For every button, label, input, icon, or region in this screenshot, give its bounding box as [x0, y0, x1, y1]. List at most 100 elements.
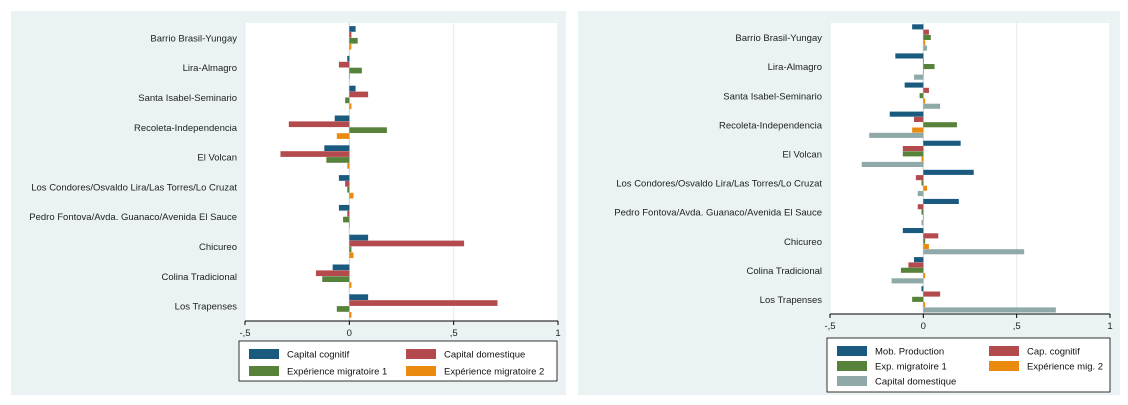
- bar-0-0-3: [334, 115, 350, 122]
- legend-swatch: [249, 366, 279, 376]
- bar-0-0-5: [338, 175, 350, 181]
- bar-1-3-0: [923, 40, 926, 46]
- category-label: Lira-Almagro: [183, 63, 237, 74]
- bar-1-0-7: [902, 228, 924, 234]
- category-label: Santa Isabel-Seminario: [138, 93, 237, 104]
- legend-swatch: [406, 349, 436, 359]
- bar-0-0-6: [338, 204, 350, 211]
- legend-swatch: [989, 346, 1019, 356]
- bar-0-1-5: [345, 181, 350, 187]
- category-label: Los Trapenses: [175, 302, 238, 313]
- bar-1-0-4: [923, 140, 961, 146]
- bar-0-1-4: [280, 151, 350, 157]
- category-label: El Volcan: [782, 149, 822, 160]
- category-label: Los Condores/Osvaldo Lira/Las Torres/Lo …: [616, 179, 822, 190]
- bar-0-2-7: [349, 246, 352, 253]
- legend-swatch: [989, 361, 1019, 371]
- bar-1-1-2: [923, 87, 929, 93]
- bar-0-2-3: [349, 127, 387, 133]
- bar-1-1-0: [923, 29, 929, 35]
- legend-swatch: [837, 376, 867, 386]
- bar-0-1-6: [347, 210, 350, 217]
- bar-0-0-7: [349, 234, 369, 241]
- category-label: Chicureo: [199, 242, 237, 253]
- chart-right-svg: -,5 0 ,5 1 Barrio Brasil-Yungay Lira-Almagro S…: [614, 23, 1113, 393]
- bar-1-0-5: [923, 169, 974, 175]
- bar-1-3-1: [923, 69, 924, 75]
- x-tick-label: 0: [347, 328, 352, 339]
- category-label: Los Condores/Osvaldo Lira/Las Torres/Lo …: [31, 182, 237, 193]
- category-label: Pedro Fontova/Avda. Guanaco/Avenida El S…: [29, 212, 237, 223]
- bar-1-1-6: [917, 204, 924, 210]
- category-label: Pedro Fontova/Avda. Guanaco/Avenida El S…: [614, 208, 822, 219]
- bar-0-3-2: [349, 103, 352, 110]
- bar-1-1-4: [902, 146, 924, 152]
- bar-1-2-3: [923, 122, 957, 128]
- bar-1-2-5: [921, 180, 924, 186]
- bar-1-3-6: [923, 214, 924, 220]
- bar-0-2-6: [343, 216, 350, 223]
- bar-0-0-9: [349, 294, 369, 300]
- bar-0-2-5: [347, 186, 350, 193]
- legend-label: Cap. cognitif: [1027, 347, 1080, 358]
- bar-0-3-6: [349, 222, 350, 229]
- legend-label: Capital domestique: [444, 350, 525, 361]
- bar-0-2-1: [349, 67, 362, 74]
- legend-label: Expérience migratoire 2: [444, 367, 544, 378]
- bar-1-0-6: [923, 198, 959, 204]
- bar-1-3-7: [923, 243, 929, 249]
- bar-0-2-8: [322, 276, 350, 282]
- bar-1-0-1: [895, 53, 924, 59]
- legend-box: [826, 337, 1111, 393]
- bar-1-1-9: [923, 291, 941, 297]
- bar-1-3-3: [912, 127, 924, 133]
- bar-1-4-6: [921, 220, 924, 226]
- x-tick-label: 1: [1107, 321, 1112, 332]
- bar-0-2-0: [349, 37, 358, 44]
- bar-1-1-7: [923, 233, 939, 239]
- bar-1-4-5: [917, 191, 924, 197]
- category-label: Chicureo: [784, 237, 822, 248]
- bar-0-0-8: [332, 264, 350, 271]
- legend-swatch: [837, 361, 867, 371]
- legend-label: Expérience mig. 2: [1027, 362, 1103, 373]
- legend-label: Expérience migratoire 1: [287, 367, 387, 378]
- bar-1-3-9: [923, 302, 926, 308]
- bar-1-2-8: [900, 267, 924, 273]
- bar-1-1-3: [914, 116, 924, 122]
- category-label: Lira-Almagro: [768, 62, 822, 73]
- legend-swatch: [837, 346, 867, 356]
- bar-1-0-2: [904, 82, 924, 88]
- bar-0-1-9: [349, 300, 498, 306]
- bar-0-1-0: [349, 32, 352, 38]
- legend-label: Exp. migratoire 1: [875, 362, 947, 373]
- category-label: Colina Tradicional: [161, 272, 237, 283]
- bar-1-3-8: [923, 273, 926, 279]
- category-label: Barrio Brasil-Yungay: [735, 33, 822, 44]
- bar-1-4-4: [861, 161, 924, 167]
- bar-0-3-0: [349, 43, 352, 50]
- bar-1-0-9: [921, 286, 924, 292]
- bar-1-2-7: [923, 238, 926, 244]
- legend-swatch: [249, 349, 279, 359]
- x-tick-label: ,5: [450, 328, 458, 339]
- bar-1-4-0: [923, 45, 928, 51]
- bar-1-1-1: [923, 58, 924, 64]
- bar-1-0-0: [912, 24, 924, 30]
- bar-1-2-4: [902, 151, 924, 157]
- bar-1-2-9: [912, 296, 924, 302]
- legend-label: Capital domestique: [875, 377, 956, 388]
- plot-area: [830, 23, 1110, 314]
- plot-area: [245, 23, 558, 321]
- x-tick-label: ,5: [1013, 321, 1021, 332]
- x-tick-label: -,5: [239, 328, 250, 339]
- bar-0-2-2: [345, 97, 350, 104]
- bar-0-1-1: [338, 61, 350, 68]
- x-tick-label: 0: [921, 321, 926, 332]
- bar-1-0-3: [889, 111, 924, 117]
- category-label: Recoleta-Independencia: [719, 120, 823, 131]
- bar-0-0-4: [324, 145, 350, 151]
- legend-box: [238, 340, 558, 382]
- bar-1-1-5: [915, 175, 924, 181]
- bar-0-1-3: [288, 121, 350, 128]
